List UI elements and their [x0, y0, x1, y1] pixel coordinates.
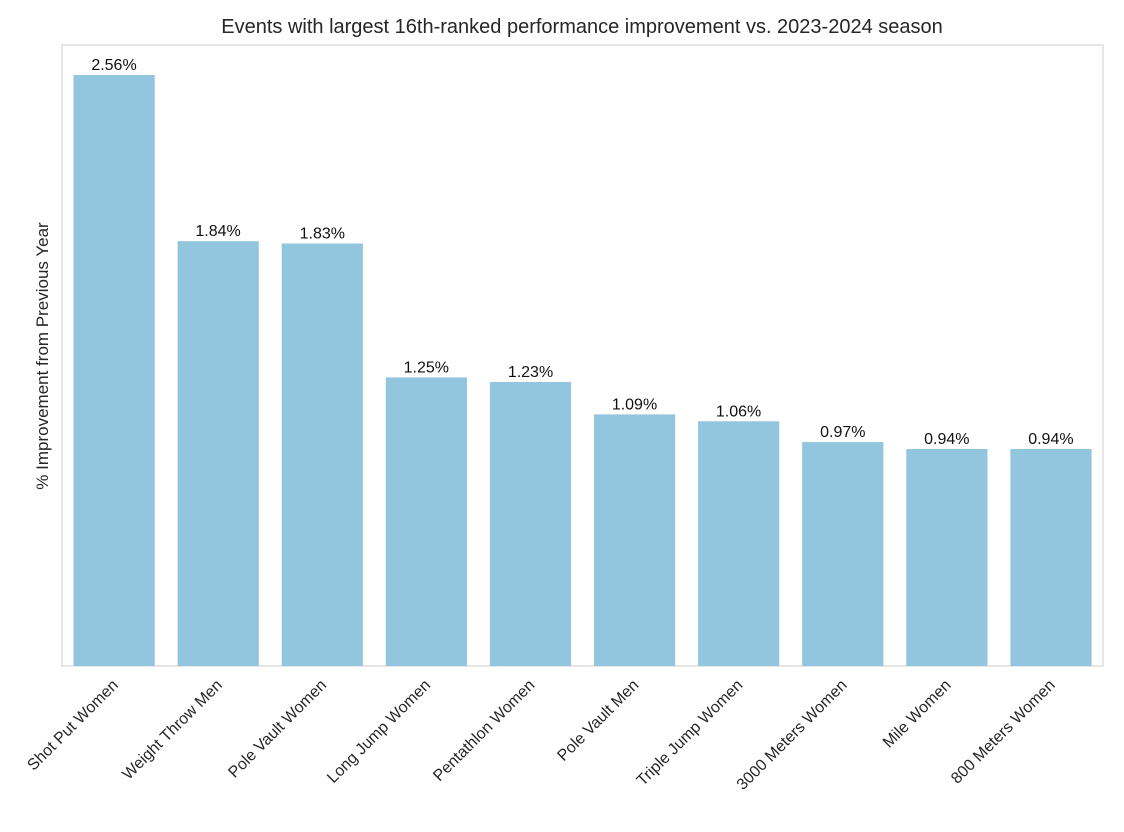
- bar-4: [489, 382, 572, 666]
- bar-6: [698, 421, 780, 666]
- bar-5: [594, 414, 676, 666]
- bar-3: [385, 377, 467, 666]
- data-label-2: 1.83%: [300, 226, 345, 243]
- data-label-6: 1.06%: [716, 403, 761, 420]
- bar-0: [73, 75, 155, 666]
- plot-frame: [61, 44, 1104, 667]
- bar-1: [177, 241, 259, 666]
- data-label-1: 1.84%: [195, 223, 240, 240]
- x-tick-label-5: Pole Vault Men: [554, 677, 642, 765]
- x-tick-label-1: Weight Throw Men: [119, 677, 226, 784]
- chart-title: Events with largest 16th-ranked performa…: [221, 16, 943, 38]
- data-label-0: 2.56%: [91, 57, 136, 74]
- x-tick-label-2: Pole Vault Women: [225, 677, 330, 782]
- bar-8: [906, 449, 988, 666]
- data-label-8: 0.94%: [924, 431, 969, 448]
- bar-2: [281, 243, 363, 666]
- x-tick-label-9: 800 Meters Women: [948, 677, 1059, 788]
- x-tick-label-3: Long Jump Women: [324, 677, 434, 787]
- bars-group: [73, 75, 1092, 666]
- y-axis-label: % Improvement from Previous Year: [33, 222, 52, 490]
- data-label-9: 0.94%: [1028, 431, 1073, 448]
- data-label-4: 1.23%: [508, 364, 553, 381]
- x-tick-label-6: Triple Jump Women: [634, 677, 747, 790]
- bar-9: [1010, 449, 1092, 666]
- data-label-5: 1.09%: [612, 396, 657, 413]
- x-tick-label-8: Mile Women: [880, 677, 955, 752]
- x-tick-label-0: Shot Put Women: [24, 677, 121, 774]
- data-labels-group: 2.56% 1.84% 1.83% 1.25% 1.23% 1.09% 1.06% 0.97%…: [91, 57, 1073, 448]
- data-label-7: 0.97%: [820, 424, 865, 441]
- data-label-3: 1.25%: [404, 359, 449, 376]
- x-tick-label-7: 3000 Meters Women: [734, 677, 851, 794]
- bar-7: [802, 442, 884, 666]
- x-tick-label-4: Pentathlon Women: [430, 677, 538, 785]
